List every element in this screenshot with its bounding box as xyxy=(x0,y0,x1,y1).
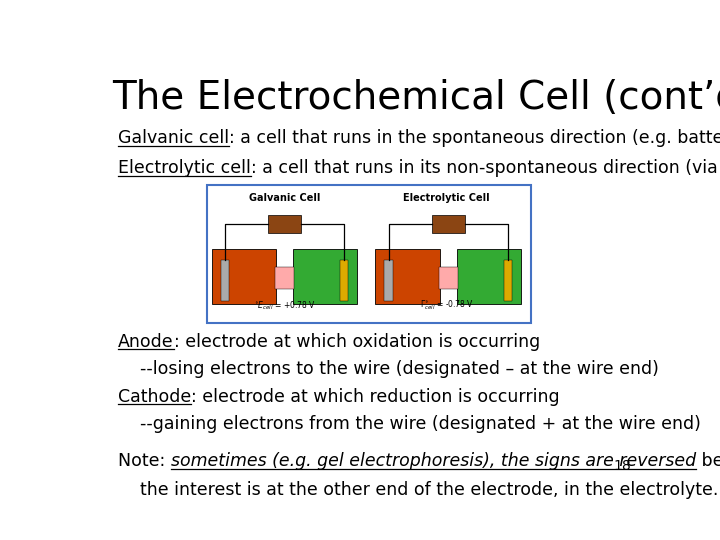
Text: : a cell that runs in the spontaneous direction (e.g. battery): : a cell that runs in the spontaneous di… xyxy=(229,129,720,147)
Text: : electrode at which oxidation is occurring: : electrode at which oxidation is occurr… xyxy=(174,333,540,351)
Text: --gaining electrons from the wire (designated + at the wire end): --gaining electrons from the wire (desig… xyxy=(118,415,701,433)
Text: $^{\circ}E_{cell}$ = +0.78 V: $^{\circ}E_{cell}$ = +0.78 V xyxy=(254,300,315,312)
FancyBboxPatch shape xyxy=(438,267,458,289)
Text: Electrolytic Cell: Electrolytic Cell xyxy=(403,193,490,203)
FancyBboxPatch shape xyxy=(431,215,465,233)
Text: Note:: Note: xyxy=(118,453,171,470)
Text: because: because xyxy=(696,453,720,470)
FancyBboxPatch shape xyxy=(275,267,294,289)
FancyBboxPatch shape xyxy=(220,260,229,301)
Text: Cathode: Cathode xyxy=(118,388,191,406)
FancyBboxPatch shape xyxy=(375,248,439,304)
Text: Anode: Anode xyxy=(118,333,174,351)
FancyBboxPatch shape xyxy=(457,248,521,304)
Text: : electrode at which reduction is occurring: : electrode at which reduction is occurr… xyxy=(191,388,559,406)
FancyBboxPatch shape xyxy=(504,260,512,301)
Text: --losing electrons to the wire (designated – at the wire end): --losing electrons to the wire (designat… xyxy=(118,360,659,379)
Text: $\Gamma^{\circ}_{cell}$ = -0.78 V: $\Gamma^{\circ}_{cell}$ = -0.78 V xyxy=(420,299,474,312)
FancyBboxPatch shape xyxy=(293,248,357,304)
Text: sometimes (e.g. gel electrophoresis), the signs are reversed: sometimes (e.g. gel electrophoresis), th… xyxy=(171,453,696,470)
Text: Galvanic cell: Galvanic cell xyxy=(118,129,229,147)
Text: The Electrochemical Cell (cont’d): The Electrochemical Cell (cont’d) xyxy=(112,79,720,117)
Text: : a cell that runs in its non-spontaneous direction (via force): : a cell that runs in its non-spontaneou… xyxy=(251,159,720,177)
FancyBboxPatch shape xyxy=(268,215,301,233)
FancyBboxPatch shape xyxy=(212,248,276,304)
FancyBboxPatch shape xyxy=(340,260,348,301)
Text: Electrolytic cell: Electrolytic cell xyxy=(118,159,251,177)
Text: Galvanic Cell: Galvanic Cell xyxy=(249,193,320,203)
Text: the interest is at the other end of the electrode, in the electrolyte.: the interest is at the other end of the … xyxy=(118,481,719,498)
Text: 18: 18 xyxy=(613,459,631,473)
FancyBboxPatch shape xyxy=(207,185,531,322)
FancyBboxPatch shape xyxy=(384,260,393,301)
